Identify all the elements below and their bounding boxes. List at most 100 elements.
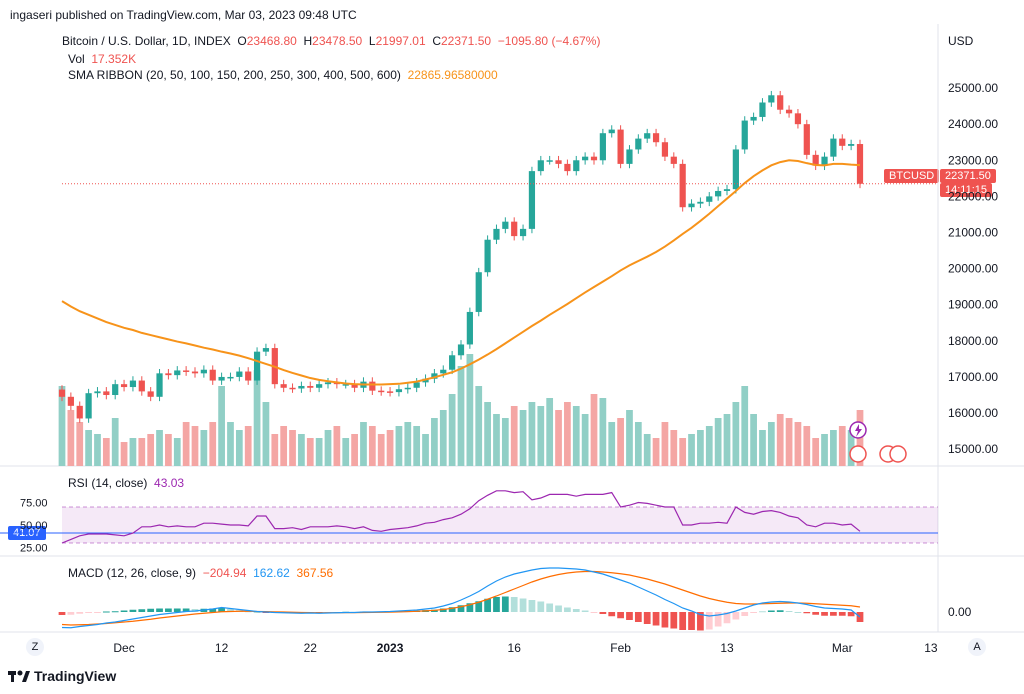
volume-bar (794, 422, 802, 466)
candle-body (58, 389, 66, 397)
macd-hist-bar (147, 608, 155, 612)
candle-body (715, 190, 722, 197)
macd-hist-bar (714, 612, 722, 627)
us-flag-event-icon (889, 445, 907, 463)
auto-scale-button[interactable]: A (968, 638, 986, 656)
candle-body (493, 228, 500, 240)
candle-body (236, 371, 243, 377)
candle-body (502, 221, 509, 229)
candle-body (165, 373, 172, 376)
volume-bar (386, 430, 394, 466)
lightning-bolt-icon (855, 424, 862, 437)
volume-bar (404, 422, 412, 466)
change-value: −1095.80 (−4.67%) (497, 34, 601, 48)
macd-hist-bar (572, 609, 580, 612)
candle-body (253, 351, 261, 381)
volume-bar (289, 430, 296, 466)
volume-legend: Vol 17.352K (68, 52, 136, 66)
rsi-value: 43.03 (154, 476, 185, 490)
candle-body (644, 133, 651, 139)
price-tick-label: 25000.00 (948, 81, 998, 95)
candle-body (351, 384, 358, 388)
volume-bar (537, 406, 545, 466)
candle-body (856, 144, 864, 184)
volume-bar (439, 410, 447, 466)
candle-body (440, 369, 447, 374)
candle-body (85, 393, 92, 419)
macd-hist-bar (643, 612, 651, 624)
candle-body (413, 382, 420, 388)
macd-hist-bar (599, 612, 607, 614)
rsi-label[interactable]: RSI (14, close) (68, 476, 148, 490)
rsi-band-fill (62, 507, 938, 543)
macd-hist-bar (705, 612, 713, 630)
volume-bar (830, 430, 837, 466)
candle-body (174, 370, 181, 376)
rsi-tick-label: 25.00 (20, 543, 48, 555)
volume-bar (466, 354, 474, 466)
volume-bar (847, 430, 855, 466)
macd-hist-bar (617, 612, 624, 619)
candle-body (324, 382, 332, 385)
volume-label[interactable]: Vol (68, 52, 85, 66)
volume-bar (395, 426, 403, 466)
candle-body (67, 396, 74, 406)
volume-bar (475, 386, 483, 466)
volume-bar (102, 438, 110, 466)
volume-bar (661, 422, 669, 466)
zoom-button[interactable]: Z (26, 638, 44, 656)
candle-body (120, 384, 128, 388)
volume-bar (129, 438, 137, 466)
macd-hist-bar (484, 598, 491, 612)
candle-body (227, 376, 234, 379)
volume-bar (785, 418, 793, 466)
symbol-title[interactable]: Bitcoin / U.S. Dollar, 1D, INDEX (62, 34, 231, 48)
volume-bar (235, 430, 243, 466)
price-tick-label: 22000.00 (948, 189, 998, 203)
time-tick-label: 13 (720, 641, 734, 655)
symbol-legend: Bitcoin / U.S. Dollar, 1D, INDEX O23468.… (62, 34, 600, 48)
low-label: L (368, 34, 376, 48)
candle-body (298, 385, 305, 389)
candle-body (626, 149, 633, 164)
candle-body (484, 239, 491, 273)
price-tick-label: 21000.00 (948, 226, 998, 240)
macd-hist-bar (767, 610, 775, 612)
candle-body (138, 380, 145, 392)
price-tick-label: 16000.00 (948, 406, 998, 420)
candle-body (218, 376, 225, 381)
candle-body (661, 142, 669, 157)
macd-hist-bar (670, 612, 678, 629)
volume-bar (688, 434, 695, 466)
candle-body (528, 171, 536, 229)
price-tag-symbol: BTCUSD (884, 169, 940, 183)
candle-body (803, 124, 810, 155)
macd-hist-bar (475, 601, 483, 612)
candle-body (289, 387, 296, 390)
candle-body (537, 160, 544, 172)
candle-body (670, 156, 677, 164)
volume-bar (750, 414, 757, 466)
candle-body (245, 371, 252, 381)
macd-hist-bar (85, 612, 92, 613)
macd-hist-bar (120, 610, 128, 612)
volume-bar (821, 434, 828, 466)
macd-hist-bar (111, 611, 119, 613)
volume-bar (173, 438, 181, 466)
candle-body (573, 160, 580, 172)
candle-body (652, 133, 660, 143)
macd-tick-label: 0.00 (948, 605, 972, 619)
time-tick-label: Dec (113, 641, 134, 655)
candle-body (76, 405, 83, 419)
macd-label[interactable]: MACD (12, 26, close, 9) (68, 566, 197, 580)
tradingview-logo-text: TradingView (34, 668, 117, 684)
macd-hist-bar (741, 612, 749, 616)
macd-hist-bar (129, 609, 137, 612)
sma-label[interactable]: SMA RIBBON (20, 50, 100, 150, 200, 250, … (68, 68, 401, 82)
macd-hist-bar (102, 611, 110, 613)
volume-bar (599, 398, 607, 466)
volume-bar (315, 438, 323, 466)
tradingview-logo[interactable]: TradingView (8, 668, 116, 684)
volume-bar (608, 422, 616, 466)
